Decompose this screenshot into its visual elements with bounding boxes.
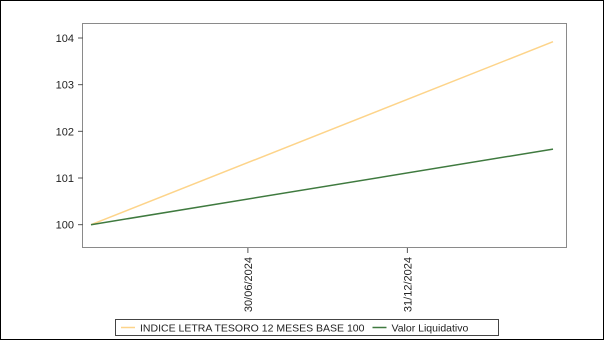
legend-label: INDICE LETRA TESORO 12 MESES BASE 100	[140, 323, 365, 335]
x-tick-label: 31/12/2024	[402, 257, 414, 312]
y-axis: 100 101 102 103 104	[56, 33, 83, 232]
y-tick-label: 102	[56, 126, 74, 138]
series-line	[90, 41, 554, 226]
series-line	[90, 148, 554, 226]
legend-label: Valor Liquidativo	[391, 323, 468, 335]
legend: INDICE LETRA TESORO 12 MESES BASE 100 Val…	[115, 319, 499, 336]
x-axis: 30/06/2024 31/12/2024	[243, 248, 414, 312]
series-layer	[90, 41, 554, 226]
y-tick-label: 100	[56, 220, 74, 232]
y-tick-label: 101	[56, 173, 74, 185]
legend-box	[115, 319, 499, 336]
y-tick-label: 103	[56, 80, 74, 92]
plot-area	[82, 23, 567, 248]
x-tick-label: 30/06/2024	[243, 257, 255, 312]
y-tick-label: 104	[56, 33, 74, 45]
